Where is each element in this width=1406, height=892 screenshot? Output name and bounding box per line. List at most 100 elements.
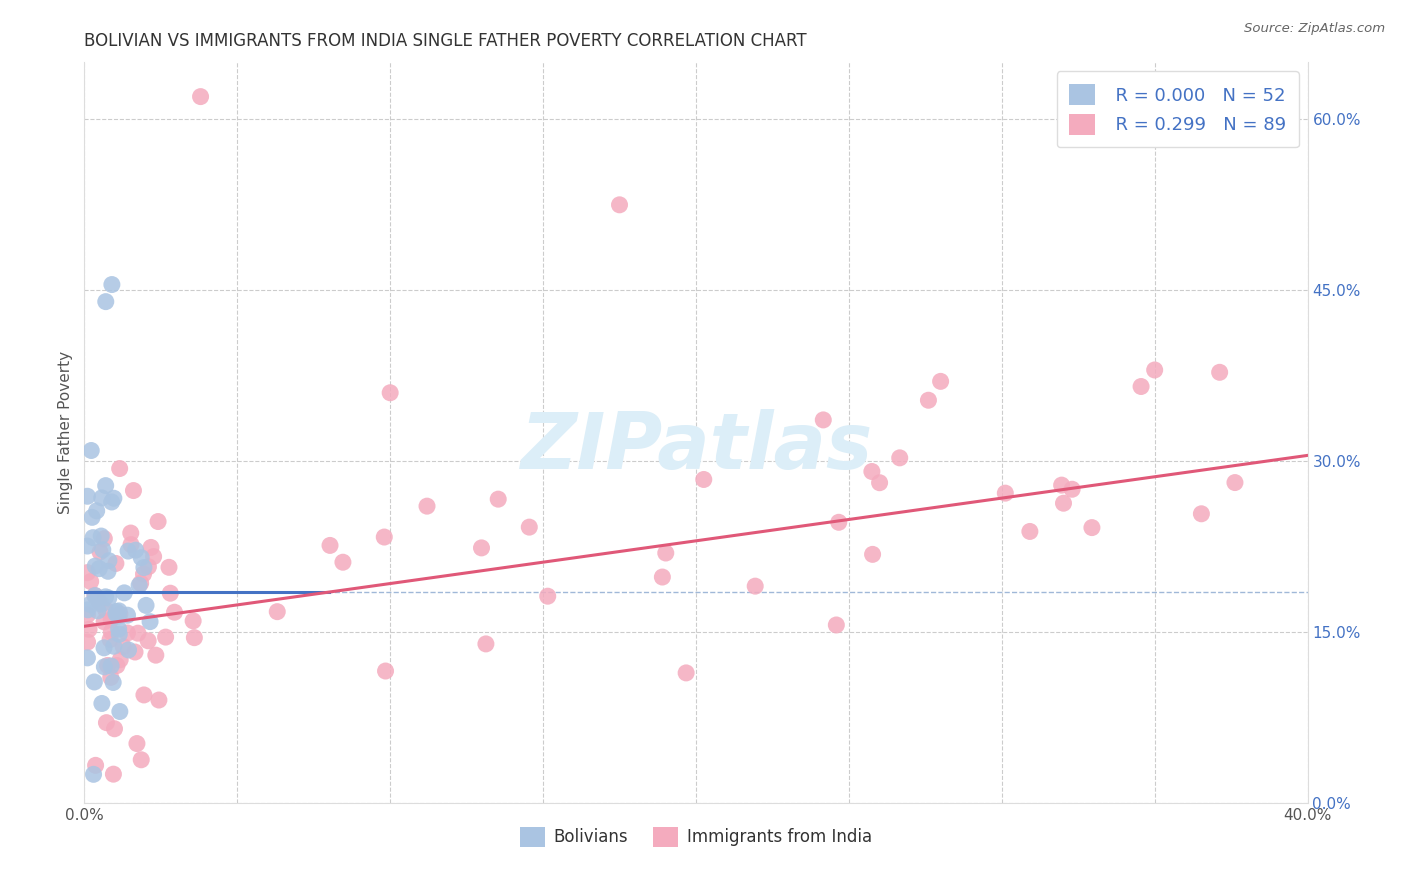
Point xyxy=(889,450,911,465)
Point xyxy=(94,294,117,309)
Point xyxy=(80,443,103,458)
Point xyxy=(917,393,939,408)
Point xyxy=(100,659,122,673)
Point xyxy=(90,597,112,611)
Point xyxy=(129,550,152,565)
Point xyxy=(103,491,125,506)
Point xyxy=(98,632,121,647)
Point xyxy=(157,560,180,574)
Point xyxy=(1130,379,1153,393)
Point xyxy=(97,658,120,673)
Point xyxy=(1018,524,1040,539)
Point xyxy=(101,675,124,690)
Point xyxy=(183,631,205,645)
Text: ZIPatlas: ZIPatlas xyxy=(520,409,872,485)
Point xyxy=(1062,482,1084,496)
Point xyxy=(108,607,131,621)
Point xyxy=(869,475,891,490)
Point xyxy=(517,520,540,534)
Point xyxy=(825,618,848,632)
Point xyxy=(117,608,139,623)
Point xyxy=(108,705,131,719)
Point xyxy=(77,622,100,636)
Text: Source: ZipAtlas.com: Source: ZipAtlas.com xyxy=(1244,22,1385,36)
Point xyxy=(136,633,159,648)
Point xyxy=(129,576,152,591)
Point xyxy=(89,595,111,609)
Point xyxy=(93,640,115,655)
Point xyxy=(190,89,212,103)
Point xyxy=(132,688,155,702)
Point xyxy=(90,697,112,711)
Point xyxy=(108,627,131,641)
Point xyxy=(108,653,131,667)
Point xyxy=(1143,363,1166,377)
Point xyxy=(609,198,631,212)
Legend: Bolivians, Immigrants from India: Bolivians, Immigrants from India xyxy=(513,820,879,854)
Point xyxy=(94,478,117,492)
Point xyxy=(100,624,122,639)
Point xyxy=(1050,478,1073,492)
Point xyxy=(82,531,104,545)
Point xyxy=(124,645,146,659)
Text: BOLIVIAN VS IMMIGRANTS FROM INDIA SINGLE FATHER POVERTY CORRELATION CHART: BOLIVIAN VS IMMIGRANTS FROM INDIA SINGLE… xyxy=(84,32,807,50)
Point xyxy=(93,532,115,546)
Point xyxy=(132,560,155,574)
Point xyxy=(83,589,105,603)
Point xyxy=(117,626,139,640)
Point xyxy=(475,637,498,651)
Point xyxy=(97,564,120,578)
Point xyxy=(142,549,165,564)
Point xyxy=(83,767,105,781)
Point xyxy=(76,539,98,553)
Point xyxy=(96,715,118,730)
Point xyxy=(374,664,396,678)
Point xyxy=(105,658,128,673)
Point xyxy=(117,544,139,558)
Point xyxy=(128,578,150,592)
Point xyxy=(129,753,152,767)
Point xyxy=(813,413,835,427)
Point xyxy=(655,546,678,560)
Point xyxy=(86,591,108,606)
Point xyxy=(470,541,492,555)
Point xyxy=(1052,496,1074,510)
Point xyxy=(148,693,170,707)
Point xyxy=(93,660,115,674)
Point xyxy=(93,615,115,629)
Point xyxy=(1223,475,1246,490)
Point xyxy=(138,559,160,574)
Point xyxy=(87,604,110,618)
Point xyxy=(84,589,107,603)
Point xyxy=(79,574,101,589)
Point xyxy=(1189,507,1212,521)
Point xyxy=(91,542,114,557)
Point xyxy=(132,567,155,582)
Point xyxy=(744,579,766,593)
Point xyxy=(76,635,98,649)
Point xyxy=(651,570,673,584)
Point xyxy=(103,639,125,653)
Point xyxy=(860,465,883,479)
Point xyxy=(120,526,142,541)
Point xyxy=(86,504,108,518)
Point xyxy=(181,614,204,628)
Point xyxy=(90,491,112,505)
Point xyxy=(97,554,120,568)
Point xyxy=(145,648,167,662)
Point xyxy=(828,516,851,530)
Point xyxy=(94,590,117,604)
Point xyxy=(103,767,125,781)
Point xyxy=(107,609,129,624)
Point xyxy=(89,561,111,575)
Point xyxy=(127,626,149,640)
Point xyxy=(105,605,128,619)
Point xyxy=(107,622,129,636)
Point xyxy=(416,499,439,513)
Point xyxy=(94,603,117,617)
Point xyxy=(100,613,122,627)
Point xyxy=(135,599,157,613)
Y-axis label: Single Father Poverty: Single Father Poverty xyxy=(58,351,73,514)
Point xyxy=(120,538,142,552)
Point xyxy=(79,598,101,612)
